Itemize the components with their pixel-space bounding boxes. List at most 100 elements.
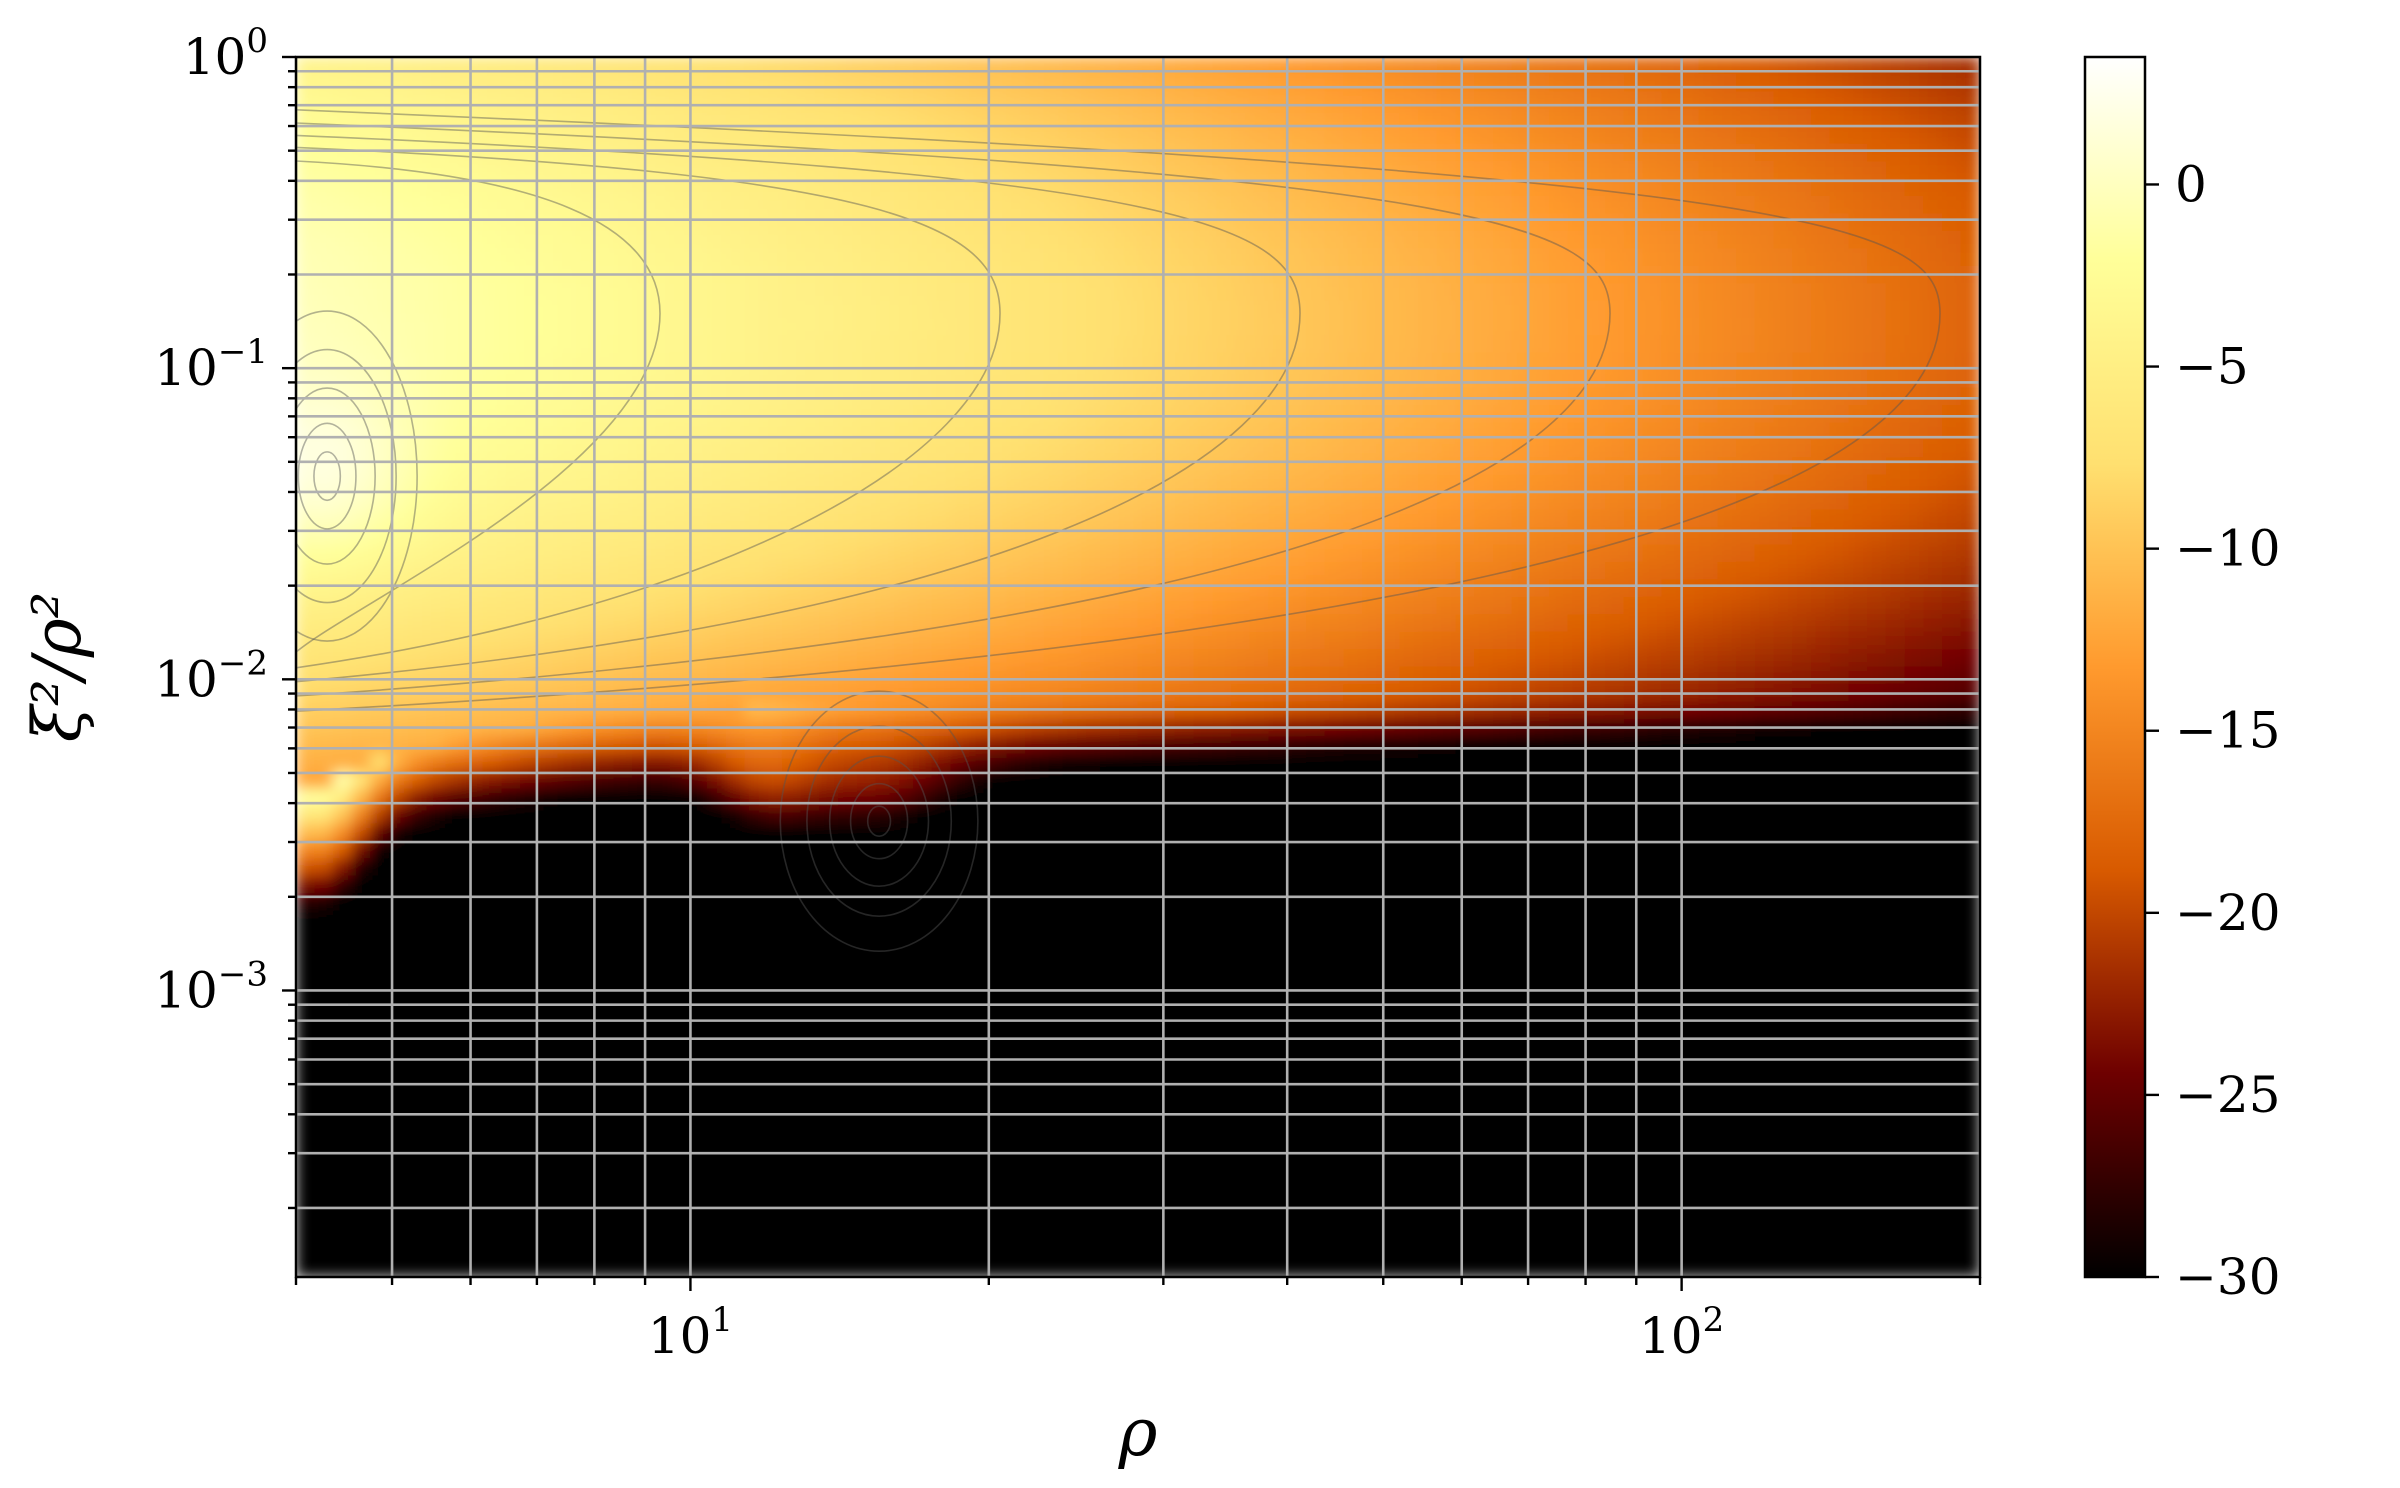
- heatmap-cell: [1549, 579, 1570, 598]
- heatmap-cell: [1174, 736, 1195, 755]
- heatmap-cell: [1455, 195, 1476, 215]
- heatmap-cell: [1530, 649, 1551, 668]
- heatmap-cell: [520, 195, 540, 215]
- heatmap-cell: [744, 1224, 765, 1243]
- heatmap-cell: [800, 108, 821, 128]
- heatmap-cell: [538, 91, 559, 110]
- heatmap-cell: [445, 509, 466, 529]
- heatmap-cell: [557, 596, 578, 616]
- heatmap-cell: [950, 858, 971, 877]
- heatmap-cell: [1137, 1015, 1158, 1034]
- heatmap-cell: [931, 945, 952, 964]
- heatmap-cell: [912, 544, 933, 564]
- heatmap-cell: [800, 1189, 821, 1208]
- heatmap-cell: [744, 161, 765, 180]
- heatmap-cell: [538, 195, 559, 215]
- heatmap-cell: [819, 1259, 840, 1277]
- heatmap-cell: [501, 736, 522, 755]
- heatmap-cell: [1343, 1224, 1364, 1243]
- heatmap-cell: [538, 457, 559, 476]
- heatmap-cell: [1118, 1102, 1139, 1121]
- heatmap-cell: [1062, 1015, 1083, 1034]
- heatmap-cell: [1081, 596, 1102, 616]
- heatmap-cell: [1081, 108, 1102, 128]
- heatmap-cell: [1605, 352, 1626, 372]
- heatmap-cell: [1305, 1015, 1326, 1034]
- heatmap-cell: [856, 771, 877, 790]
- heatmap-cell: [1567, 561, 1588, 581]
- heatmap-cell: [482, 108, 503, 128]
- heatmap-cell: [351, 1119, 372, 1139]
- heatmap-cell: [482, 300, 503, 320]
- heatmap-cell: [819, 962, 840, 982]
- heatmap-cell: [1530, 143, 1551, 163]
- heatmap-cell: [613, 1084, 634, 1104]
- heatmap-cell: [1399, 1171, 1420, 1191]
- heatmap-cell: [894, 614, 915, 633]
- heatmap-cell: [1380, 1171, 1401, 1191]
- heatmap-cell: [407, 91, 428, 110]
- heatmap-cell: [632, 143, 653, 163]
- heatmap-cell: [370, 283, 391, 302]
- heatmap-cell: [1493, 771, 1513, 790]
- heatmap-cell: [725, 1015, 746, 1034]
- heatmap-cell: [594, 91, 615, 110]
- heatmap-cell: [482, 1119, 503, 1139]
- heatmap-cell: [931, 91, 952, 110]
- heatmap-cell: [1567, 317, 1588, 337]
- heatmap-cell: [1474, 631, 1495, 651]
- heatmap-cell: [1418, 544, 1439, 564]
- heatmap-cell: [576, 945, 597, 964]
- heatmap-cell: [332, 1032, 353, 1052]
- heatmap-cell: [781, 213, 802, 232]
- heatmap-cell: [538, 561, 559, 581]
- heatmap-cell: [1455, 823, 1476, 842]
- heatmap-cell: [707, 457, 728, 476]
- heatmap-cell: [1249, 579, 1270, 598]
- heatmap-cell: [651, 387, 671, 407]
- heatmap-cell: [594, 1259, 615, 1277]
- heatmap-cell: [651, 108, 671, 128]
- heatmap-cell: [296, 370, 316, 389]
- heatmap-cell: [1137, 579, 1158, 598]
- heatmap-cell: [1081, 1206, 1102, 1226]
- heatmap-cell: [1380, 631, 1401, 651]
- heatmap-cell: [576, 143, 597, 163]
- heatmap-cell: [1474, 352, 1495, 372]
- heatmap-cell: [1137, 840, 1158, 860]
- heatmap-cell: [651, 1137, 671, 1156]
- heatmap-cell: [370, 91, 391, 110]
- heatmap-cell: [744, 1084, 765, 1104]
- heatmap-cell: [856, 1189, 877, 1208]
- heatmap-cell: [1343, 126, 1364, 145]
- heatmap-cell: [1436, 439, 1457, 459]
- heatmap-cell: [875, 126, 896, 145]
- heatmap-cell: [875, 178, 896, 198]
- heatmap-cell: [1025, 509, 1046, 529]
- heatmap-cell: [1605, 91, 1626, 110]
- heatmap-cell: [781, 997, 802, 1017]
- heatmap-cell: [1174, 805, 1195, 825]
- heatmap-cell: [856, 509, 877, 529]
- heatmap-cell: [1268, 1171, 1289, 1191]
- heatmap-cell: [669, 649, 690, 668]
- heatmap-cell: [351, 840, 372, 860]
- heatmap-cell: [370, 248, 391, 267]
- heatmap-cell: [1399, 457, 1420, 476]
- heatmap-cell: [1268, 736, 1289, 755]
- heatmap-cell: [613, 283, 634, 302]
- heatmap-cell: [1100, 474, 1120, 494]
- heatmap-cell: [576, 439, 597, 459]
- heatmap-cell: [875, 579, 896, 598]
- heatmap-cell: [1118, 300, 1139, 320]
- heatmap-cell: [856, 631, 877, 651]
- heatmap-cell: [1043, 1154, 1064, 1174]
- heatmap-cell: [856, 875, 877, 895]
- heatmap-cell: [1343, 997, 1364, 1017]
- heatmap-cell: [969, 753, 990, 773]
- heatmap-cell: [445, 1241, 466, 1261]
- heatmap-cell: [1586, 230, 1607, 250]
- heatmap-cell: [1362, 1241, 1382, 1261]
- heatmap-cell: [445, 1259, 466, 1277]
- heatmap-cell: [1455, 1206, 1476, 1226]
